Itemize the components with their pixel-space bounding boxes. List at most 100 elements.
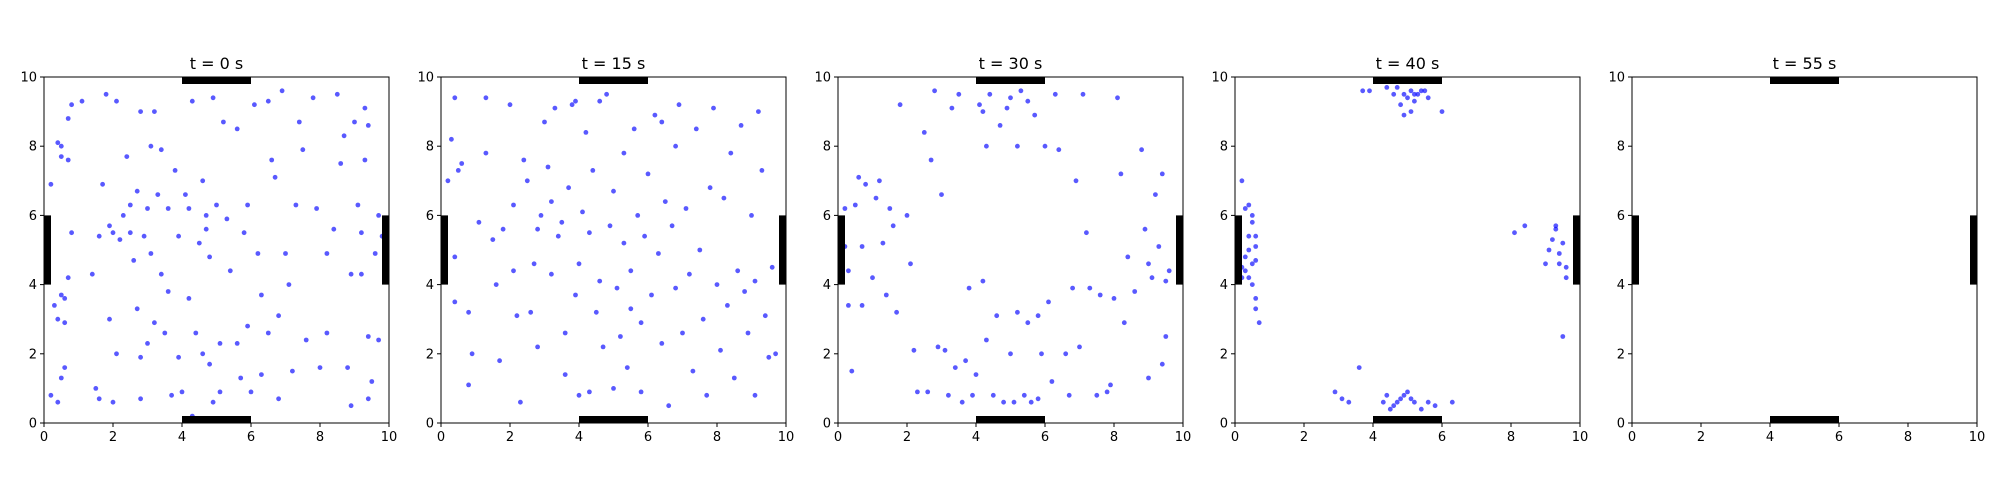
particle-point bbox=[369, 379, 375, 384]
y-tick-label: 2 bbox=[426, 347, 434, 362]
y-tick-label: 4 bbox=[1220, 278, 1228, 293]
particle-point bbox=[497, 358, 502, 364]
particle-point bbox=[1408, 109, 1414, 114]
particle-point bbox=[714, 282, 720, 287]
particle-point bbox=[666, 403, 672, 409]
particle-point bbox=[65, 116, 71, 121]
particle-point bbox=[214, 202, 219, 208]
particle-point bbox=[55, 140, 61, 146]
exit-top bbox=[1373, 77, 1442, 84]
y-tick-label: 10 bbox=[1211, 71, 1228, 86]
particle-point bbox=[1384, 85, 1390, 90]
particle-point bbox=[189, 98, 195, 104]
particle-point bbox=[635, 213, 641, 218]
particle-point bbox=[1405, 389, 1410, 395]
particle-point bbox=[227, 268, 233, 274]
particle-point bbox=[1418, 88, 1424, 94]
particle-point bbox=[535, 344, 540, 350]
particle-point bbox=[952, 365, 958, 370]
particle-point bbox=[69, 102, 74, 108]
particle-point bbox=[62, 365, 68, 370]
y-tick-label: 10 bbox=[1608, 71, 1625, 86]
particle-point bbox=[863, 181, 868, 187]
particle-point bbox=[62, 320, 68, 326]
particle-point bbox=[638, 389, 644, 395]
particle-point bbox=[1391, 403, 1397, 409]
particle-point bbox=[362, 157, 368, 163]
particle-point bbox=[752, 392, 758, 398]
exit-left bbox=[838, 215, 845, 285]
particle-point bbox=[1405, 95, 1410, 101]
particle-point bbox=[286, 282, 292, 287]
panel-title: t = 0 s bbox=[190, 54, 243, 73]
x-tick-label: 8 bbox=[1110, 430, 1118, 445]
particle-point bbox=[276, 396, 281, 402]
particle-point bbox=[1087, 285, 1093, 291]
particle-point bbox=[859, 303, 865, 308]
particle-point bbox=[241, 230, 247, 236]
particle-point bbox=[1415, 91, 1421, 97]
particle-point bbox=[576, 261, 582, 267]
y-tick-label: 4 bbox=[426, 278, 434, 293]
particle-point bbox=[1408, 396, 1414, 402]
particle-point bbox=[1104, 389, 1110, 395]
particle-point bbox=[970, 392, 975, 398]
particle-point bbox=[1163, 334, 1169, 339]
x-tick-label: 6 bbox=[247, 430, 255, 445]
y-tick-label: 6 bbox=[823, 209, 831, 224]
particle-point bbox=[1339, 396, 1345, 402]
particle-point bbox=[1401, 112, 1407, 118]
particle-point bbox=[535, 226, 540, 232]
particle-point bbox=[994, 313, 1000, 319]
particle-point bbox=[1049, 379, 1055, 384]
particle-point bbox=[1543, 261, 1548, 267]
particle-point bbox=[372, 251, 378, 256]
particle-point bbox=[221, 119, 226, 125]
particle-point bbox=[569, 102, 575, 108]
particle-point bbox=[1146, 261, 1151, 267]
particle-point bbox=[359, 271, 364, 277]
x-tick-label: 6 bbox=[1835, 430, 1843, 445]
particle-point bbox=[114, 98, 119, 104]
particle-point bbox=[880, 240, 886, 246]
particle-point bbox=[207, 361, 213, 367]
particle-point bbox=[248, 389, 254, 395]
exit-bottom bbox=[1373, 416, 1442, 423]
particle-point bbox=[500, 226, 506, 232]
panel-title: t = 55 s bbox=[1773, 54, 1837, 73]
panel-1: t = 0 s 0 2 4 6 8 10 0 2 4 6 8 10 bbox=[20, 54, 397, 445]
particle-point bbox=[1418, 406, 1424, 412]
particle-point bbox=[127, 202, 133, 208]
particle-point bbox=[652, 112, 658, 118]
particle-point bbox=[870, 275, 875, 281]
particle-point bbox=[887, 206, 893, 211]
particle-point bbox=[1346, 399, 1352, 405]
particle-point bbox=[162, 330, 168, 336]
exit-bottom bbox=[1770, 416, 1839, 423]
particle-point bbox=[911, 347, 917, 353]
particle-point bbox=[1246, 233, 1252, 239]
x-tick-label: 2 bbox=[1300, 430, 1308, 445]
particle-point bbox=[186, 206, 192, 211]
particle-point bbox=[1560, 240, 1566, 246]
particle-point bbox=[607, 223, 613, 229]
particle-point bbox=[245, 202, 251, 208]
particle-point bbox=[842, 206, 848, 211]
particle-point bbox=[365, 396, 371, 402]
x-tick-label: 6 bbox=[1438, 430, 1446, 445]
particle-point bbox=[1391, 91, 1397, 97]
particle-point bbox=[238, 375, 244, 381]
particle-point bbox=[1367, 88, 1372, 94]
particle-point bbox=[1166, 268, 1172, 274]
particle-point bbox=[152, 109, 157, 114]
particle-point bbox=[1084, 230, 1089, 236]
particle-point bbox=[210, 95, 216, 101]
x-tick-label: 4 bbox=[575, 430, 583, 445]
particle-point bbox=[973, 372, 979, 377]
particle-point bbox=[1332, 389, 1338, 395]
particle-point bbox=[1035, 396, 1041, 402]
particle-point bbox=[303, 337, 309, 343]
particle-point bbox=[55, 316, 61, 322]
exit-bottom bbox=[182, 416, 251, 423]
panel-3: t = 30 s 0 2 4 6 8 10 0 2 4 6 8 10 bbox=[814, 54, 1191, 445]
